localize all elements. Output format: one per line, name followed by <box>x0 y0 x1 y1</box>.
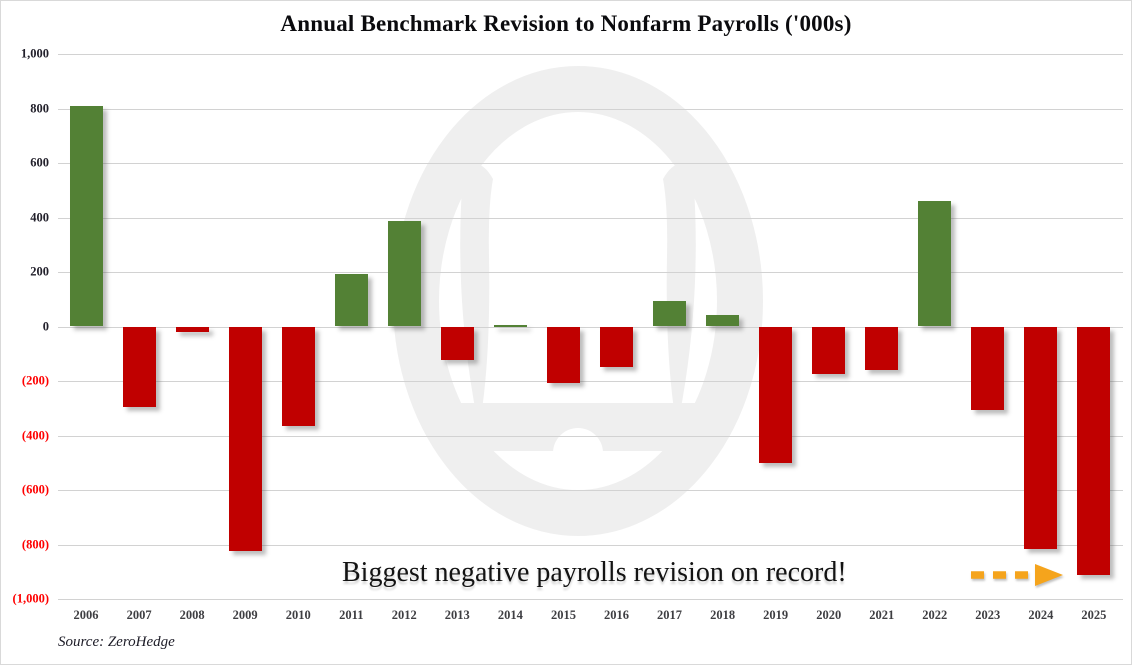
x-tick-label-2025: 2025 <box>1081 608 1107 622</box>
x-tick-label-2011: 2011 <box>339 608 364 622</box>
bar-2010 <box>281 326 315 427</box>
x-tick-label-2020: 2020 <box>816 608 842 622</box>
bar-2014 <box>493 324 527 327</box>
bar-2019 <box>759 326 793 463</box>
y-tick-label: (200) <box>21 373 49 388</box>
bar-2006 <box>69 105 103 327</box>
bar-2020 <box>812 326 846 374</box>
gridline-0 <box>58 326 1123 328</box>
gridline--600 <box>58 490 1123 491</box>
y-tick-label: 600 <box>30 155 49 170</box>
bar-2018 <box>706 314 740 327</box>
x-tick-label-2007: 2007 <box>126 608 152 622</box>
y-tick-label: (400) <box>21 428 49 442</box>
bar-2007 <box>122 326 156 408</box>
bar-2009 <box>228 326 262 551</box>
y-tick-label: (600) <box>21 482 49 497</box>
annotation-text: Biggest negative payrolls revision on re… <box>342 557 847 588</box>
bar-2011 <box>334 274 368 327</box>
x-tick-label-2019: 2019 <box>763 608 789 622</box>
plot-area <box>58 54 1123 600</box>
y-tick-label: (1,000) <box>12 591 49 606</box>
gridline-400 <box>58 217 1123 219</box>
x-tick-label-2023: 2023 <box>975 608 1001 622</box>
gridline--800 <box>58 544 1123 546</box>
y-tick-label: 200 <box>30 264 49 279</box>
bar-2025 <box>1077 326 1111 575</box>
x-tick-label-2017: 2017 <box>657 608 682 622</box>
x-tick-label-2009: 2009 <box>232 608 258 622</box>
bar-2013 <box>440 326 474 361</box>
y-tick-label: 1,000 <box>20 46 49 61</box>
bar-2024 <box>1024 326 1058 550</box>
x-tick-label-2022: 2022 <box>922 608 948 622</box>
x-tick-label-2016: 2016 <box>604 608 629 622</box>
gridline--200 <box>58 381 1123 382</box>
y-tick-label: 0 <box>42 319 49 333</box>
x-tick-label-2024: 2024 <box>1028 608 1054 622</box>
bar-2023 <box>971 326 1005 410</box>
annotation-arrow-icon <box>971 564 1063 586</box>
x-tick-label-2008: 2008 <box>179 608 205 622</box>
x-tick-label-2018: 2018 <box>710 608 736 622</box>
gridline-600 <box>58 163 1123 164</box>
x-tick-label-2014: 2014 <box>497 608 523 622</box>
bar-2021 <box>865 326 899 371</box>
bar-2016 <box>600 326 633 368</box>
bar-2015 <box>546 326 580 384</box>
gridline-200 <box>58 272 1123 273</box>
bar-2022 <box>918 200 952 327</box>
x-tick-label-2006: 2006 <box>73 608 99 622</box>
y-tick-label: 400 <box>30 210 49 224</box>
x-tick-label-2015: 2015 <box>551 608 576 622</box>
y-tick-label: 800 <box>30 101 49 115</box>
gridline-800 <box>58 108 1123 110</box>
gridline--1000 <box>58 599 1123 600</box>
bar-2008 <box>175 326 209 333</box>
chart-title: Annual Benchmark Revision to Nonfarm Pay… <box>280 11 852 36</box>
gridline--400 <box>58 435 1123 437</box>
x-tick-label-2021: 2021 <box>869 608 895 622</box>
bar-2012 <box>387 221 421 327</box>
gridline-1000 <box>58 54 1123 55</box>
x-tick-label-2012: 2012 <box>391 608 417 622</box>
source-note: Source: ZeroHedge <box>58 634 175 650</box>
bar-2017 <box>653 300 686 327</box>
x-tick-label-2010: 2010 <box>285 608 311 622</box>
y-tick-label: (800) <box>21 537 49 551</box>
x-tick-label-2013: 2013 <box>444 608 470 622</box>
